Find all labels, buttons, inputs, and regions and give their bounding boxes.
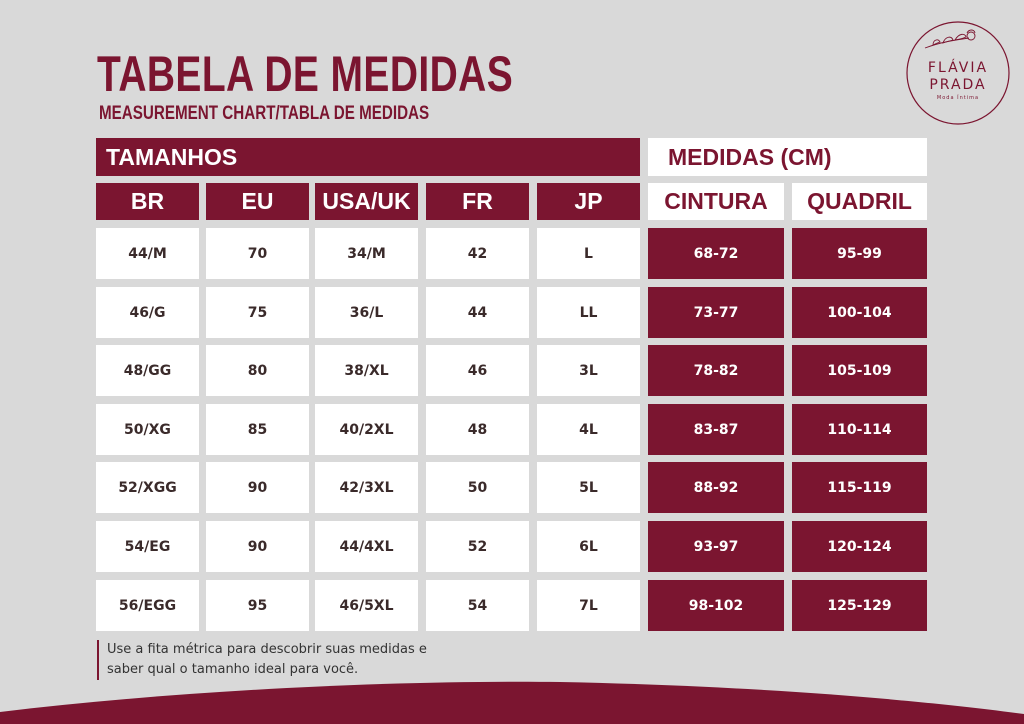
footer-wave	[0, 681, 1024, 724]
note-line-1: Use a fita métrica para descobrir suas m…	[107, 642, 427, 657]
cell-eu: 85	[206, 404, 309, 455]
page-title: TABELA DE MEDIDAS	[97, 46, 514, 102]
cell-fr: 50	[426, 462, 529, 513]
cell-cintura: 83-87	[648, 404, 784, 455]
header-br: BR	[96, 183, 199, 220]
cell-br: 52/XGG	[96, 462, 199, 513]
cell-usa-uk: 38/XL	[315, 345, 418, 396]
cell-jp: 4L	[537, 404, 640, 455]
cell-eu: 70	[206, 228, 309, 279]
flower-icon	[924, 29, 976, 49]
cell-eu: 75	[206, 287, 309, 338]
cell-usa-uk: 40/2XL	[315, 404, 418, 455]
cell-br: 50/XG	[96, 404, 199, 455]
cell-fr: 44	[426, 287, 529, 338]
cell-usa-uk: 34/M	[315, 228, 418, 279]
logo-line2: PRADA	[929, 77, 986, 93]
logo-tagline: Moda Íntima	[937, 94, 979, 101]
cell-fr: 46	[426, 345, 529, 396]
header-fr: FR	[426, 183, 529, 220]
cell-jp: 6L	[537, 521, 640, 572]
cell-quadril: 105-109	[792, 345, 927, 396]
section-sizes-bar: TAMANHOS	[96, 138, 640, 176]
cell-quadril: 115-119	[792, 462, 927, 513]
cell-br: 44/M	[96, 228, 199, 279]
cell-br: 56/EGG	[96, 580, 199, 631]
cell-fr: 52	[426, 521, 529, 572]
header-usa-uk: USA/UK	[315, 183, 418, 220]
cell-cintura: 98-102	[648, 580, 784, 631]
header-eu: EU	[206, 183, 309, 220]
header-cintura: CINTURA	[648, 183, 784, 220]
cell-usa-uk: 46/5XL	[315, 580, 418, 631]
cell-cintura: 88-92	[648, 462, 784, 513]
cell-usa-uk: 36/L	[315, 287, 418, 338]
cell-quadril: 110-114	[792, 404, 927, 455]
cell-cintura: 78-82	[648, 345, 784, 396]
cell-jp: LL	[537, 287, 640, 338]
cell-eu: 90	[206, 521, 309, 572]
note-line-2: saber qual o tamanho ideal para você.	[107, 662, 359, 677]
brand-logo: FLÁVIA PRADA Moda Íntima	[906, 21, 1010, 125]
header-quadril: QUADRIL	[792, 183, 927, 220]
header-jp: JP	[537, 183, 640, 220]
cell-quadril: 125-129	[792, 580, 927, 631]
logo-circle	[906, 21, 1010, 125]
logo-line1: FLÁVIA	[928, 59, 988, 76]
cell-jp: L	[537, 228, 640, 279]
section-measures-bar: MEDIDAS (CM)	[648, 138, 927, 176]
cell-jp: 3L	[537, 345, 640, 396]
cell-eu: 95	[206, 580, 309, 631]
cell-fr: 42	[426, 228, 529, 279]
cell-br: 46/G	[96, 287, 199, 338]
cell-cintura: 73-77	[648, 287, 784, 338]
cell-jp: 7L	[537, 580, 640, 631]
cell-eu: 90	[206, 462, 309, 513]
cell-fr: 48	[426, 404, 529, 455]
measurement-note: Use a fita métrica para descobrir suas m…	[97, 640, 427, 680]
page-subtitle: MEASUREMENT CHART/TABLA DE MEDIDAS	[99, 103, 430, 124]
cell-br: 48/GG	[96, 345, 199, 396]
cell-br: 54/EG	[96, 521, 199, 572]
cell-jp: 5L	[537, 462, 640, 513]
cell-eu: 80	[206, 345, 309, 396]
cell-quadril: 95-99	[792, 228, 927, 279]
cell-fr: 54	[426, 580, 529, 631]
cell-quadril: 120-124	[792, 521, 927, 572]
cell-quadril: 100-104	[792, 287, 927, 338]
cell-usa-uk: 42/3XL	[315, 462, 418, 513]
cell-usa-uk: 44/4XL	[315, 521, 418, 572]
cell-cintura: 68-72	[648, 228, 784, 279]
cell-cintura: 93-97	[648, 521, 784, 572]
